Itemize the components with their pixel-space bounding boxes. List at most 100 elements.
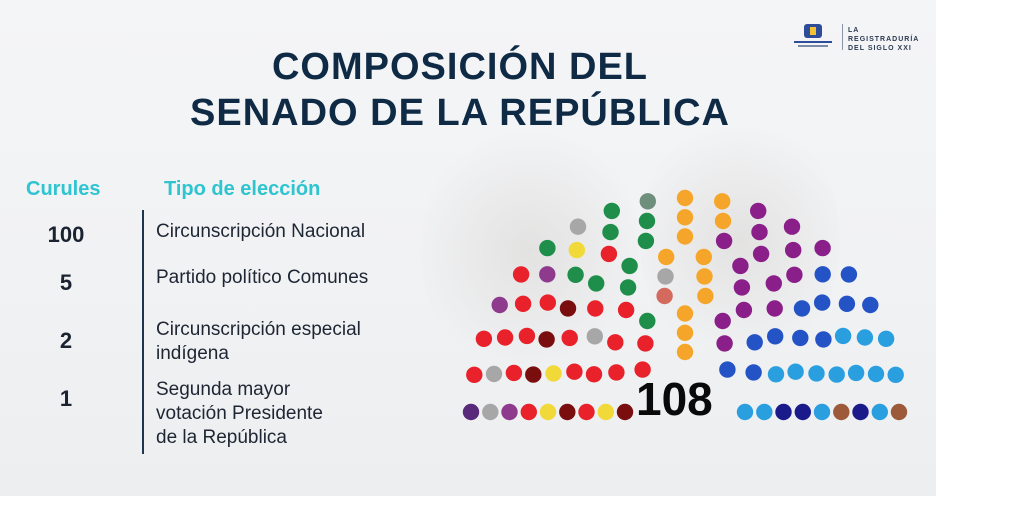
seat-dot-salmon	[656, 287, 673, 305]
seats-column-header: Curules	[26, 178, 101, 200]
seat-dot-red	[608, 364, 625, 381]
seat-dot-red	[539, 294, 556, 311]
seat-dot-purple	[751, 223, 768, 241]
label-line: Circunscripción Nacional	[156, 221, 366, 242]
seat-dot-purple	[716, 335, 733, 352]
seat-dot-orange	[676, 324, 694, 341]
seat-dot-green	[639, 312, 656, 330]
seat-count: 2	[59, 328, 73, 353]
seat-dot-light-blue	[756, 403, 773, 421]
logo-divider	[842, 24, 843, 50]
seat-dot-light-blue	[887, 366, 904, 383]
seat-dot-dark-red	[559, 403, 576, 421]
logo-text-line: LA REGISTRADURÍA	[848, 27, 920, 43]
seat-dot-yellow	[568, 241, 585, 259]
seat-dot-light-blue	[871, 403, 888, 421]
election-type-label: Segunda mayor votación Presidente de la …	[156, 378, 436, 450]
seat-dot-purple	[714, 312, 731, 330]
seat-dot-red	[600, 245, 618, 263]
seat-dot-orange	[676, 189, 694, 207]
seat-dot-blue	[814, 294, 831, 311]
label-line: Partido político Comunes	[156, 267, 369, 288]
seat-dot-purple-violet	[501, 403, 518, 421]
seat-dot-blue	[815, 331, 832, 348]
seat-dot-purple	[715, 232, 733, 250]
logo-text: LA REGISTRADURÍA DEL SIGLO XXI	[848, 26, 930, 53]
seat-dot-light-blue	[813, 403, 831, 421]
seat-dot-orange	[714, 212, 732, 230]
seat-dot-gray	[657, 268, 674, 285]
seat-dot-navy	[852, 403, 869, 421]
seat-dot-yellow	[545, 365, 562, 382]
label-line: Circunscripción especial	[156, 319, 361, 340]
seat-dot-green	[588, 275, 605, 292]
seat-dot-red	[561, 329, 578, 347]
seat-dot-orange	[676, 343, 694, 361]
seat-dot-light-blue	[856, 329, 874, 346]
seat-dot-gray	[586, 328, 603, 345]
seat-dot-red	[466, 366, 483, 383]
title-line: SENADO DE LA REPÚBLICA	[190, 92, 730, 134]
seat-dot-dark-red	[538, 331, 555, 348]
slide-background: COMPOSICIÓN DEL SENADO DE LA REPÚBLICA L…	[0, 0, 936, 496]
seat-dot-light-blue	[787, 363, 804, 380]
election-type-label: Circunscripción Nacional	[156, 220, 436, 244]
seat-dot-light-blue	[867, 365, 885, 383]
seat-dot-blue	[746, 334, 763, 351]
seat-dot-blue	[814, 266, 831, 283]
seat-dot-purple	[783, 218, 801, 235]
seat-dot-green	[567, 266, 584, 283]
seat-dot-yellow	[539, 403, 557, 421]
seat-dot-light-blue	[834, 327, 852, 345]
label-line: votación Presidente	[156, 403, 323, 424]
seat-dot-dark-red	[525, 366, 542, 383]
seat-count: 100	[47, 222, 85, 247]
seat-dot-gray	[485, 365, 503, 383]
seat-dot-light-blue	[828, 366, 845, 383]
seat-dot-blue	[838, 295, 856, 312]
seat-count: 1	[59, 386, 73, 411]
seat-dot-brown	[890, 403, 908, 421]
seat-dot-red	[505, 364, 523, 382]
seat-dot-blue	[792, 329, 809, 347]
parliament-chart	[462, 189, 908, 421]
seat-dot-red	[566, 363, 583, 380]
seat-dot-red	[587, 300, 604, 317]
seat-dot-brown	[833, 403, 850, 421]
seat-dot-orange	[695, 248, 712, 266]
seat-dot-red	[496, 329, 514, 346]
seat-dot-orange	[676, 209, 694, 226]
seat-dot-light-blue	[736, 403, 754, 421]
label-line: indígena	[156, 343, 229, 364]
seat-dot-green-gray	[639, 193, 656, 210]
seat-dot-purple	[752, 245, 770, 263]
slide-title: COMPOSICIÓN DEL SENADO DE LA REPÚBLICA	[110, 44, 810, 136]
label-line: Segunda mayor	[156, 379, 291, 400]
seat-dot-purple	[766, 300, 783, 317]
seat-dot-green	[638, 212, 656, 230]
seat-dot-green	[619, 279, 637, 296]
seat-dot-purple	[733, 279, 751, 296]
seat-dot-red	[518, 327, 536, 345]
seat-dot-purple	[750, 202, 767, 220]
seat-dot-blue	[793, 300, 811, 317]
seat-dot-red	[607, 334, 624, 351]
seat-dot-gray	[482, 403, 499, 421]
background-photo-figure	[640, 110, 840, 370]
seat-dot-green	[637, 232, 655, 250]
seat-dot-dark-red	[616, 403, 634, 421]
election-type-label: Circunscripción especial indígena	[156, 318, 436, 366]
label-line: de la República	[156, 427, 287, 448]
seat-dot-blue	[767, 328, 784, 345]
seat-dot-orange	[714, 193, 731, 210]
seat-dot-navy	[775, 403, 792, 421]
registraduria-emblem-icon	[794, 24, 832, 47]
seat-dot-light-blue	[767, 366, 785, 383]
seat-dot-light-blue	[877, 330, 895, 347]
seat-dot-red	[634, 361, 651, 378]
total-seats-label: 108	[636, 373, 713, 425]
table-divider	[142, 210, 144, 454]
seat-dot-orange	[697, 287, 714, 305]
seat-dot-dark-red	[559, 300, 577, 317]
seat-dot-orange	[676, 228, 694, 245]
